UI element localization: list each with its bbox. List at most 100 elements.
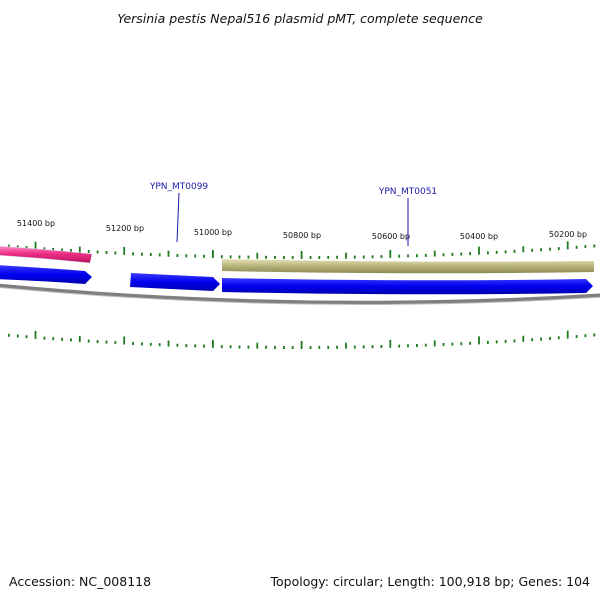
tick-label-51000: 51000 bp xyxy=(194,228,232,237)
ruler-tick xyxy=(114,341,117,345)
ruler-tick xyxy=(149,342,152,346)
ruler-tick xyxy=(16,334,19,338)
ruler-tick xyxy=(327,255,330,259)
tick-label-50200: 50200 bp xyxy=(549,230,587,239)
ruler-tick xyxy=(504,250,507,254)
ruler-tick xyxy=(203,254,205,258)
plasmid-backbone xyxy=(0,283,600,305)
ruler-tick xyxy=(416,254,418,258)
ruler-tick xyxy=(87,250,90,253)
ruler-tick xyxy=(43,247,46,251)
ruler-tick xyxy=(566,330,569,339)
ruler-tick xyxy=(487,251,489,255)
ruler-tick xyxy=(513,249,516,253)
ruler-tick xyxy=(353,345,356,349)
ruler-tick xyxy=(256,342,259,349)
ruler-tick xyxy=(265,345,267,349)
ruler-tick xyxy=(16,245,19,249)
ruler-tick xyxy=(158,253,161,257)
ruler-tick xyxy=(584,334,587,338)
ruler-tick xyxy=(105,251,108,254)
gene-callout-ypn-mt0099[interactable]: YPN_MT0099 xyxy=(149,182,209,243)
feature-pink-arc[interactable] xyxy=(0,246,93,264)
ruler-tick xyxy=(416,344,418,347)
ruler-tick xyxy=(274,255,276,259)
cds-arrow-left[interactable] xyxy=(0,265,92,284)
ruler-tick xyxy=(176,254,179,257)
ruler-tick xyxy=(194,254,197,258)
plasmid-backbone-shadow xyxy=(0,286,600,306)
ruler-tick xyxy=(25,246,28,249)
ruler-tick xyxy=(380,255,383,259)
tick-label-51400: 51400 bp xyxy=(17,219,55,228)
ruler-tick xyxy=(487,340,489,344)
ruler-tick xyxy=(247,345,250,349)
ruler-tick xyxy=(504,339,507,343)
ruler-tick xyxy=(593,333,596,337)
ruler-tick xyxy=(309,346,312,349)
upper-tick-ruler xyxy=(8,241,596,259)
ruler-tick xyxy=(78,336,81,342)
ruler-tick xyxy=(398,254,401,258)
ruler-tick xyxy=(345,252,347,259)
ruler-tick xyxy=(362,345,365,349)
ruler-tick xyxy=(220,345,223,349)
ruler-tick xyxy=(247,255,250,259)
tick-label-50800: 50800 bp xyxy=(283,231,321,240)
gene-label[interactable]: YPN_MT0099 xyxy=(149,182,209,192)
ruler-tick xyxy=(327,345,330,349)
ruler-tick xyxy=(34,241,37,250)
accession-label: Accession: NC_008118 xyxy=(9,574,151,589)
ruler-tick xyxy=(274,345,276,349)
ruler-tick xyxy=(220,255,223,259)
ruler-tick xyxy=(531,248,534,252)
map-title: Yersinia pestis Nepal516 plasmid pMT, co… xyxy=(117,11,483,26)
ruler-tick xyxy=(141,252,143,256)
ruler-tick xyxy=(238,255,241,259)
ruler-tick xyxy=(141,342,143,346)
ruler-tick xyxy=(522,335,525,342)
ruler-tick xyxy=(398,344,401,348)
ruler-tick xyxy=(309,256,312,259)
ruler-tick xyxy=(371,255,374,259)
gene-label[interactable]: YPN_MT0051 xyxy=(378,187,437,197)
ruler-tick xyxy=(61,337,63,341)
feature-olive-arc[interactable] xyxy=(222,259,594,274)
ruler-tick xyxy=(540,248,542,252)
ruler-tick xyxy=(78,246,81,253)
ruler-tick xyxy=(513,339,516,343)
lower-tick-ruler xyxy=(8,330,596,349)
ruler-tick xyxy=(469,252,471,256)
ruler-tick xyxy=(167,340,170,347)
ruler-tick xyxy=(283,256,285,259)
ruler-tick xyxy=(43,336,46,340)
ruler-tick xyxy=(229,345,232,349)
ruler-tick xyxy=(345,342,347,349)
ruler-tick xyxy=(132,252,134,256)
ruler-tick xyxy=(575,245,578,249)
ruler-tick xyxy=(557,247,560,251)
ruler-tick xyxy=(238,345,241,349)
ruler-tick xyxy=(87,339,90,343)
gene-callout-ypn-mt0051[interactable]: YPN_MT0051 xyxy=(378,187,437,246)
ruler-tick xyxy=(460,252,463,256)
ruler-tick xyxy=(424,253,427,257)
tick-label-50600: 50600 bp xyxy=(372,232,410,241)
ruler-tick xyxy=(549,247,551,251)
ruler-tick xyxy=(265,255,267,259)
ruler-tick xyxy=(407,254,409,258)
ruler-tick xyxy=(478,246,480,255)
cds-arrow-ypn-mt0051[interactable] xyxy=(222,278,593,295)
ruler-tick xyxy=(495,250,498,254)
ruler-tick xyxy=(212,339,214,348)
ruler-tick xyxy=(291,346,294,349)
ruler-tick xyxy=(96,250,99,254)
ruler-tick xyxy=(531,338,534,342)
ruler-tick xyxy=(123,336,126,345)
ruler-tick xyxy=(229,255,232,259)
cds-arrow-ypn-mt0099[interactable] xyxy=(130,273,220,291)
map-stats-label: Topology: circular; Length: 100,918 bp; … xyxy=(270,574,591,589)
ruler-tick xyxy=(389,339,392,348)
ruler-tick xyxy=(371,345,374,349)
